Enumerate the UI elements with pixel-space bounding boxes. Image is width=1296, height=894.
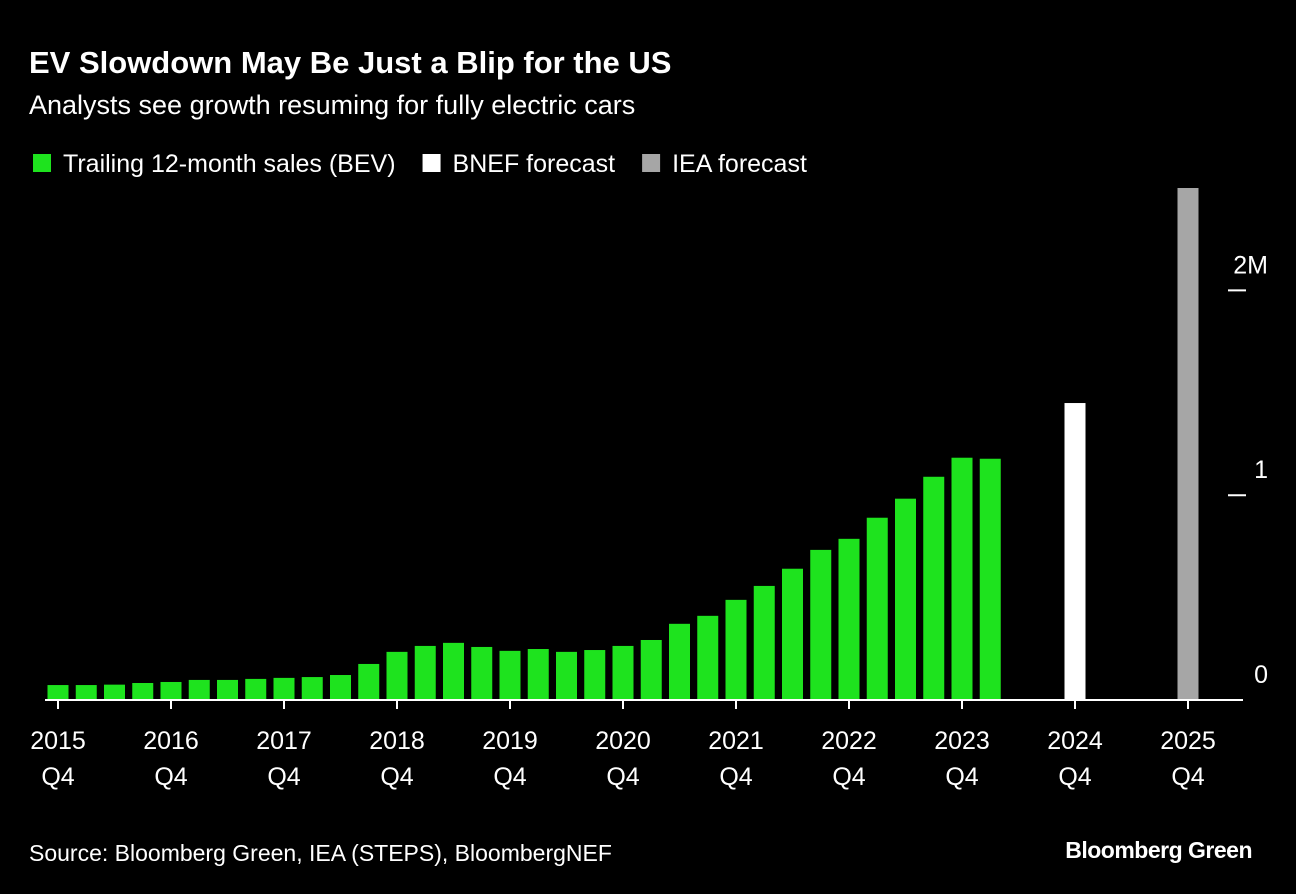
bar <box>245 678 267 700</box>
chart-title: EV Slowdown May Be Just a Blip for the U… <box>29 45 671 80</box>
bar <box>556 651 577 700</box>
x-tick-label: 2021 Q4 <box>708 727 764 791</box>
bar <box>330 675 351 700</box>
bar <box>188 679 210 700</box>
bar <box>132 683 154 700</box>
bar <box>810 549 832 700</box>
x-tick-label: 2020 Q4 <box>595 727 651 791</box>
legend-label: BNEF forecast <box>453 150 616 178</box>
x-tick-label: 2024 Q4 <box>1047 727 1103 791</box>
bar <box>895 498 916 700</box>
bar <box>838 538 860 700</box>
bar <box>866 517 888 700</box>
bar <box>697 615 719 700</box>
bar <box>782 568 803 700</box>
bar <box>104 684 125 700</box>
bar <box>951 457 973 700</box>
x-tick-label: 2017 Q4 <box>256 727 312 791</box>
x-tick-label: 2018 Q4 <box>369 727 425 791</box>
bar <box>358 663 380 700</box>
bar <box>273 677 295 700</box>
y-tick-label: 1 <box>1254 456 1268 484</box>
bar <box>527 649 549 700</box>
bar <box>725 599 747 700</box>
y-tick-label: 2M <box>1233 251 1268 279</box>
bar <box>1177 188 1199 700</box>
bar <box>923 476 945 700</box>
bar <box>414 645 436 700</box>
bar <box>753 585 775 700</box>
bar <box>612 645 634 700</box>
x-tick-label: 2025 Q4 <box>1160 727 1216 791</box>
legend-swatch <box>33 154 51 172</box>
bar <box>160 681 182 700</box>
legend-swatch <box>422 154 441 172</box>
x-tick-label: 2019 Q4 <box>482 727 538 791</box>
bar <box>669 623 690 700</box>
bar <box>584 650 606 700</box>
x-tick-label: 2015 Q4 <box>30 727 86 791</box>
bar <box>47 685 69 700</box>
logo: Bloomberg Green <box>1065 837 1252 863</box>
source: Source: Bloomberg Green, IEA (STEPS), Bl… <box>29 840 612 866</box>
bar <box>301 677 323 700</box>
bar <box>75 685 97 700</box>
bar <box>979 458 1001 700</box>
bar <box>386 651 408 700</box>
legend-label: IEA forecast <box>672 150 807 178</box>
legend-label: Trailing 12-month sales (BEV) <box>63 150 396 178</box>
chart-subtitle: Analysts see growth resuming for fully e… <box>29 90 635 120</box>
x-tick-label: 2022 Q4 <box>821 727 877 791</box>
bar <box>640 639 662 700</box>
bar <box>499 650 521 700</box>
x-tick-label: 2023 Q4 <box>934 727 990 791</box>
bar <box>443 642 464 700</box>
legend-swatch <box>642 154 661 172</box>
bar <box>471 646 493 700</box>
bar <box>217 679 238 700</box>
bar <box>1064 403 1086 700</box>
y-tick-label: 0 <box>1254 661 1268 689</box>
x-tick-label: 2016 Q4 <box>143 727 199 791</box>
